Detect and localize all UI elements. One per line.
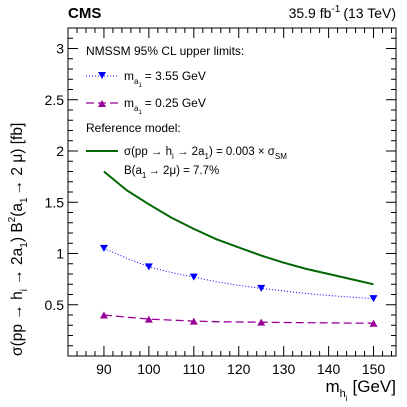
experiment-label: CMS	[68, 5, 101, 22]
data-point-ma025	[99, 311, 108, 319]
data-point-ma355	[144, 263, 153, 271]
legend: NMSSM 95% CL upper limits: ma1= 3.55 GeV…	[86, 44, 287, 180]
data-point-ma355	[189, 273, 198, 281]
data-point-ma355	[99, 244, 108, 252]
legend-header: NMSSM 95% CL upper limits:	[86, 44, 244, 58]
data-point-ma025	[369, 319, 378, 327]
series-line-reference	[103, 170, 374, 286]
x-tick-label: 90	[96, 361, 112, 377]
y-tick-label: 2.5	[45, 92, 65, 108]
y-tick-label: 0.5	[45, 297, 65, 313]
x-tick-label: 120	[227, 361, 251, 377]
legend-reference-header: Reference model:	[86, 121, 181, 135]
luminosity-label: 35.9 fb-1 (13 TeV)	[289, 4, 396, 21]
axes: 90 100 110 120 130 140 150 0.5 1 1.5 2 2.5 3	[45, 27, 396, 377]
x-tick-label: 150	[362, 361, 386, 377]
series-layer	[99, 170, 378, 327]
data-point-ma025	[257, 318, 266, 326]
legend-entry-ma025: ma1= 0.25 GeV	[124, 96, 206, 116]
legend-entry-reference-br: B(a1 → 2μ) = 7.7%	[124, 165, 219, 180]
y-tick-label: 1	[56, 246, 64, 262]
series-line-ma025	[103, 314, 374, 324]
legend-marker-ma025	[98, 100, 106, 107]
data-point-ma025	[189, 317, 198, 325]
y-tick-label: 2	[56, 143, 64, 159]
y-tick-label: 1.5	[45, 194, 65, 210]
y-axis-title: σ(pp → hi → 2a1) B2(a1→ 2 μ) [fb]	[7, 123, 30, 356]
x-tick-label: 100	[137, 361, 161, 377]
data-point-ma355	[369, 295, 378, 303]
x-tick-label: 110	[183, 361, 206, 377]
data-point-ma355	[257, 284, 266, 292]
x-axis-title: mhi[GeV]	[325, 377, 396, 403]
legend-marker-ma355	[98, 72, 106, 79]
x-tick-label: 130	[272, 361, 296, 377]
legend-entry-reference-xsec: σ(pp → hi → 2a1) = 0.003 × σSM	[124, 146, 287, 161]
y-tick-label: 3	[56, 41, 64, 57]
legend-entry-ma355: ma1= 3.55 GeV	[124, 69, 206, 89]
data-point-ma025	[144, 315, 153, 323]
x-tick-label: 140	[317, 361, 341, 377]
